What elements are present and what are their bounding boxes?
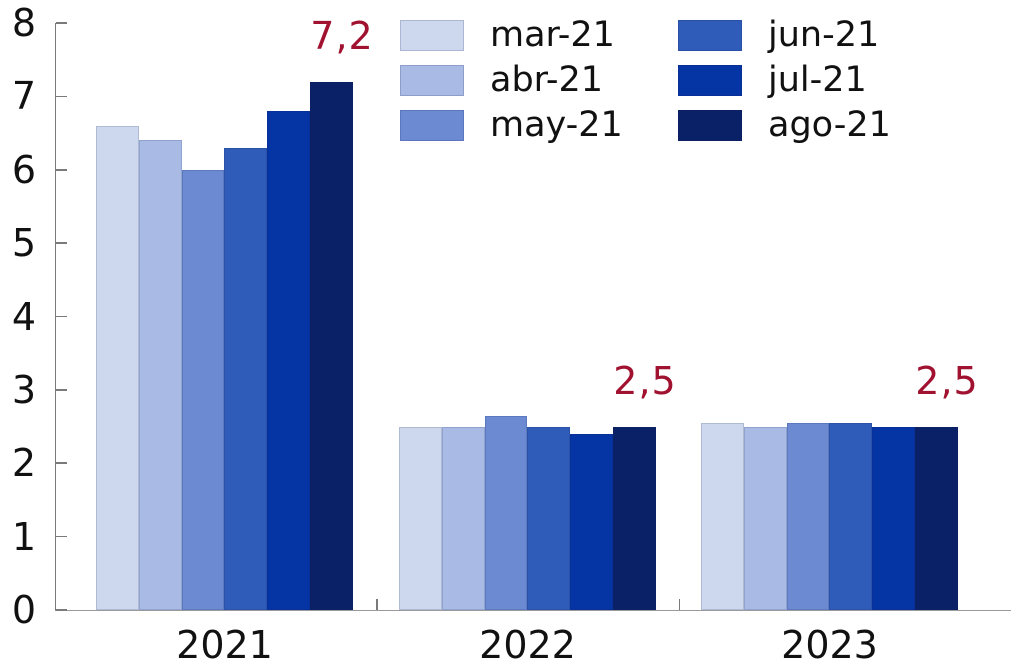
bar-ago-21-2021 — [310, 81, 353, 610]
bar-group-2021 — [96, 23, 353, 610]
legend-label-jul-21: jul-21 — [768, 60, 867, 100]
bar-mar-21-2021 — [96, 125, 139, 610]
y-axis-tick — [56, 22, 67, 24]
legend-item-mar-21: mar-21 — [400, 15, 615, 55]
x-axis-tick — [678, 599, 681, 610]
y-axis-label: 2 — [11, 441, 36, 486]
bar-may-21-2023 — [786, 422, 830, 610]
x-axis-tick — [376, 599, 378, 610]
legend-item-jun-21: jun-21 — [678, 15, 890, 55]
legend-item-ago-21: ago-21 — [678, 105, 891, 145]
bar-mar-21-2023 — [701, 422, 744, 610]
bar-jul-21-2023 — [872, 426, 916, 610]
bar-jul-21-2022 — [570, 433, 614, 610]
y-axis-label: 0 — [11, 588, 36, 632]
bar-may-21-2022 — [484, 415, 528, 610]
legend-item-may-21: may-21 — [400, 108, 623, 143]
x-axis-label-2022: 2022 — [479, 623, 576, 666]
legend-swatch-may-21 — [400, 110, 464, 141]
y-axis-label: 7 — [11, 74, 36, 119]
y-axis-tick — [56, 242, 67, 244]
y-axis-tick — [56, 462, 67, 465]
bar-jun-21-2021 — [224, 147, 268, 610]
legend-label-abr-21: abr-21 — [490, 60, 603, 100]
y-axis-tick — [56, 389, 67, 391]
bar-group-2022 — [399, 23, 656, 610]
bar-jun-21-2022 — [527, 426, 571, 610]
legend-label-jun-21: jun-21 — [768, 15, 880, 55]
x-axis-label-2023: 2023 — [781, 623, 878, 666]
y-axis-tick — [56, 609, 67, 611]
y-axis-tick — [56, 95, 67, 98]
y-axis-label: 8 — [11, 1, 36, 45]
bar-may-21-2021 — [181, 169, 225, 610]
bar-ago-21-2022 — [613, 426, 656, 610]
y-axis-tick — [56, 315, 67, 318]
legend-label-may-21: may-21 — [490, 105, 623, 145]
legend: mar-21 abr-21 may-21 jun-21 jul-21 ago-21 — [400, 15, 891, 145]
y-axis-label: 4 — [11, 294, 36, 339]
bar-jul-21-2021 — [267, 111, 311, 610]
legend-swatch-ago-21 — [678, 110, 742, 141]
legend-swatch-jul-21 — [678, 65, 742, 96]
y-axis-label: 5 — [11, 221, 36, 266]
legend-column-1: mar-21 abr-21 may-21 — [400, 15, 623, 143]
bar-mar-21-2022 — [399, 426, 442, 610]
bar-jun-21-2023 — [829, 422, 873, 610]
y-axis-label: 1 — [11, 514, 36, 559]
y-axis-label: 3 — [11, 367, 36, 412]
legend-item-abr-21: abr-21 — [400, 60, 612, 100]
legend-swatch-jun-21 — [678, 20, 742, 51]
y-axis-label: 6 — [11, 147, 36, 192]
plot-area: 0 1 2 3 4 5 6 7 8 2021 7,2 2022 2,5 2023 2,5 — [12, 3, 1011, 664]
y-axis-tick — [56, 168, 67, 171]
bar-abr-21-2021 — [138, 140, 182, 610]
value-annotation-2022: 2,5 — [613, 358, 677, 403]
x-axis-label-2021: 2021 — [176, 623, 273, 666]
bar-ago-21-2023 — [915, 426, 958, 610]
legend-swatch-abr-21 — [400, 65, 464, 96]
legend-column-2: jun-21 jul-21 ago-21 — [678, 15, 891, 145]
value-annotation-2023: 2,5 — [915, 358, 979, 403]
legend-item-jul-21: jul-21 — [678, 60, 890, 100]
bar-abr-21-2023 — [743, 426, 787, 610]
legend-label-mar-21: mar-21 — [490, 15, 615, 55]
bar-abr-21-2022 — [441, 426, 485, 610]
bar-group-2023 — [701, 23, 958, 610]
y-axis-tick — [56, 535, 67, 538]
legend-swatch-mar-21 — [400, 20, 464, 51]
value-annotation-2021: 7,2 — [310, 13, 374, 58]
legend-label-ago-21: ago-21 — [768, 105, 891, 145]
